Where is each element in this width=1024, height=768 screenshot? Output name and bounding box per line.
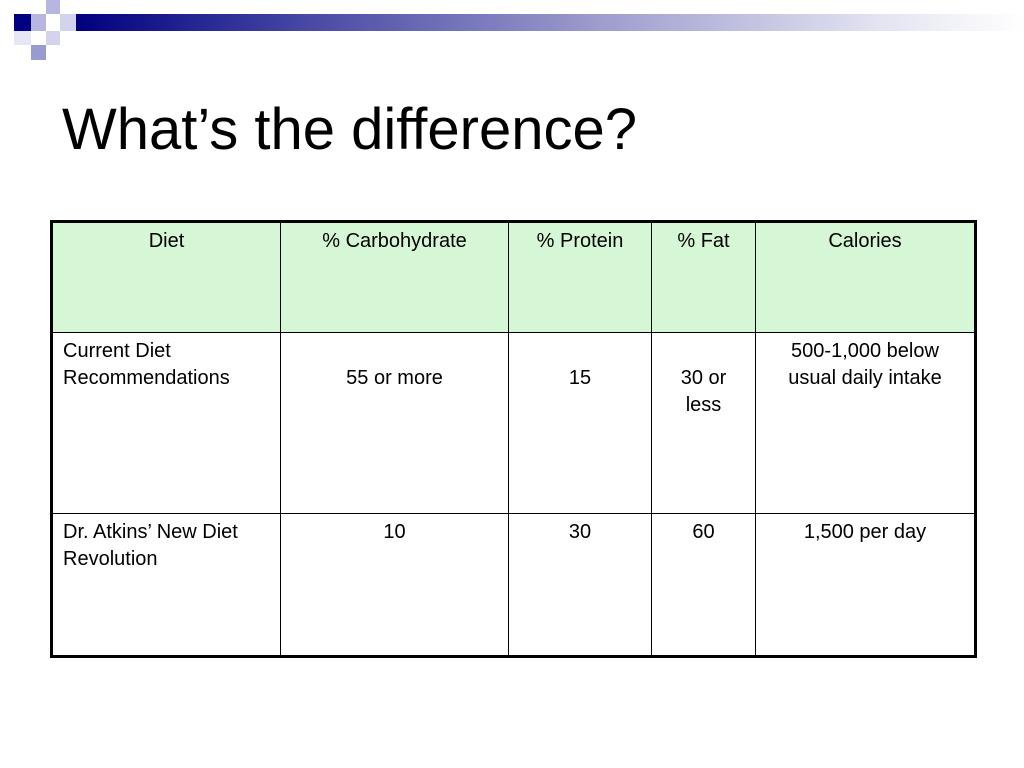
decor-square bbox=[46, 31, 60, 45]
cell-fat: 60 bbox=[651, 513, 756, 657]
decor-square bbox=[14, 14, 31, 31]
table-row: Current Diet Recommendations 55 or more … bbox=[51, 332, 976, 514]
cell-value: 30 or less bbox=[680, 367, 727, 416]
slide-title: What’s the difference? bbox=[62, 97, 637, 162]
header-cell-calories: Calories bbox=[755, 221, 976, 333]
decor-square bbox=[14, 31, 31, 45]
cell-fat: 30 or less bbox=[651, 332, 756, 514]
header-cell-fat: % Fat bbox=[651, 221, 756, 333]
decor-square bbox=[31, 14, 46, 31]
cell-protein: 30 bbox=[508, 513, 652, 657]
cell-value: 15 bbox=[568, 367, 592, 389]
table-row: Dr. Atkins’ New Diet Revolution 10 30 60… bbox=[51, 513, 976, 657]
cell-carbohydrate: 55 or more bbox=[280, 332, 509, 514]
decor-square bbox=[46, 0, 60, 14]
decor-square bbox=[0, 0, 14, 14]
cell-carbohydrate: 10 bbox=[280, 513, 509, 657]
decor-square bbox=[31, 45, 46, 60]
decor-gradient-band bbox=[76, 14, 1024, 31]
cell-calories: 500-1,000 below usual daily intake bbox=[755, 332, 976, 514]
header-cell-carbohydrate: % Carbohydrate bbox=[280, 221, 509, 333]
table-header-row: Diet % Carbohydrate % Protein % Fat Calo… bbox=[51, 221, 976, 333]
cell-value: 55 or more bbox=[346, 367, 443, 389]
decor-square bbox=[60, 14, 76, 31]
header-cell-diet: Diet bbox=[51, 221, 281, 333]
cell-protein: 15 bbox=[508, 332, 652, 514]
cell-diet: Dr. Atkins’ New Diet Revolution bbox=[51, 513, 281, 657]
cell-diet: Current Diet Recommendations bbox=[51, 332, 281, 514]
cell-calories: 1,500 per day bbox=[755, 513, 976, 657]
diet-comparison-table: Diet % Carbohydrate % Protein % Fat Calo… bbox=[50, 220, 977, 658]
header-cell-protein: % Protein bbox=[508, 221, 652, 333]
